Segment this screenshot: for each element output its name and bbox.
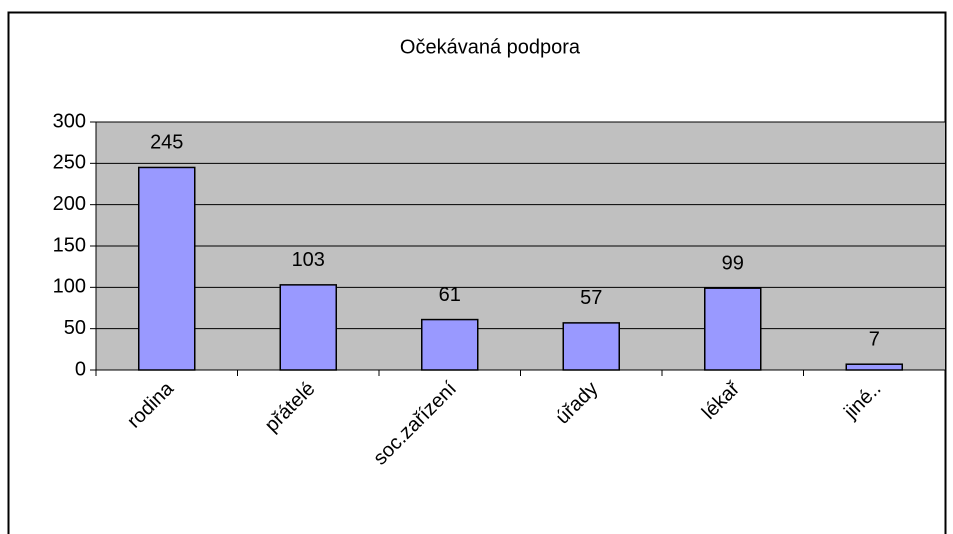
data-label: 57 [580, 287, 602, 309]
chart-title: Očekávaná podpora [400, 36, 581, 58]
data-label: 99 [722, 252, 744, 274]
y-tick-label: 100 [53, 276, 86, 298]
bar [279, 284, 337, 371]
bar [421, 318, 479, 371]
data-label: 61 [439, 284, 461, 306]
y-tick-label: 150 [53, 234, 86, 256]
bar [704, 287, 762, 371]
y-tick-label: 50 [64, 317, 86, 339]
data-label: 103 [292, 249, 325, 271]
data-label: 7 [869, 328, 880, 350]
bar [845, 363, 903, 371]
bar [138, 166, 196, 371]
y-tick-label: 200 [53, 193, 86, 215]
y-tick-label: 0 [75, 358, 86, 380]
y-tick-label: 250 [53, 152, 86, 174]
y-tick-label: 300 [53, 110, 86, 132]
data-label: 245 [150, 132, 183, 154]
chart-border [7, 11, 947, 534]
bar [562, 322, 620, 371]
